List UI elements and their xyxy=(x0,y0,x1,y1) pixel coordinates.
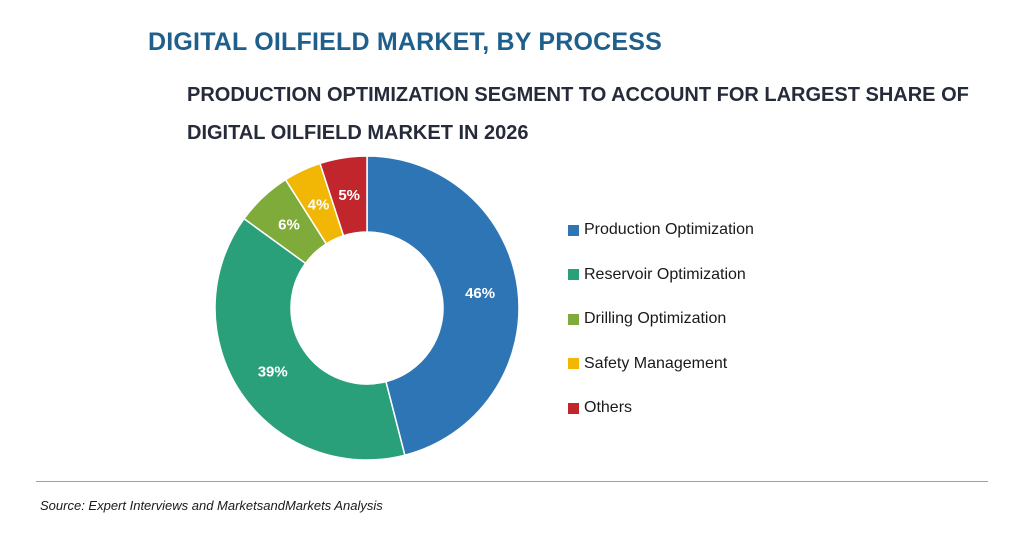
footer-divider xyxy=(36,481,988,482)
chart-title: DIGITAL OILFIELD MARKET, BY PROCESS xyxy=(148,28,662,56)
slice-reservoir-optimization xyxy=(214,217,406,461)
donut-slice-labels: 46% 39% 6% 4% 5% xyxy=(258,187,495,381)
legend-swatch xyxy=(568,358,579,370)
legend-label: Production Optimization xyxy=(584,221,754,239)
slice-label-safety-management: 4% xyxy=(308,196,330,213)
slice-label-others: 5% xyxy=(338,187,360,204)
legend-label: Drilling Optimization xyxy=(584,310,727,328)
legend-item-reservoir-optimization: Reservoir Optimization xyxy=(568,253,754,298)
donut-slices xyxy=(214,155,520,461)
legend-item-production-optimization: Production Optimization xyxy=(568,208,754,253)
legend-label: Safety Management xyxy=(584,354,728,372)
slice-production-optimization xyxy=(366,155,520,457)
legend-swatch xyxy=(568,313,579,325)
legend-item-drilling-optimization: Drilling Optimization xyxy=(568,297,754,342)
slice-label-drilling-optimization: 6% xyxy=(278,216,300,233)
slice-others xyxy=(319,155,368,237)
legend-swatch xyxy=(568,402,579,414)
legend-item-safety-management: Safety Management xyxy=(568,342,754,387)
chart-subtitle: PRODUCTION OPTIMIZATION SEGMENT TO ACCOU… xyxy=(187,84,969,144)
legend-item-others: Others xyxy=(568,386,754,431)
legend-label: Reservoir Optimization xyxy=(584,265,746,283)
slice-label-production-optimization: 46% xyxy=(465,285,495,302)
legend-label: Others xyxy=(584,399,633,417)
slice-label-reservoir-optimization: 39% xyxy=(258,364,288,381)
legend-swatch xyxy=(568,269,579,281)
source-note: Source: Expert Interviews and Marketsand… xyxy=(40,498,383,513)
legend-swatch xyxy=(568,224,579,236)
chart-legend: Production Optimization Reservoir Optimiz… xyxy=(568,208,754,431)
